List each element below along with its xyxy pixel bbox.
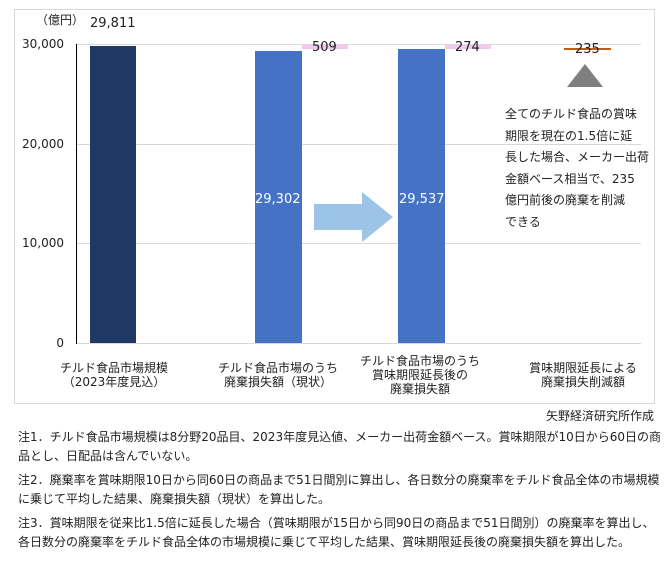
bar-market-size-value: 29,811 bbox=[90, 16, 136, 31]
y-tick-20000: 20,000 bbox=[22, 137, 64, 151]
y-axis-line bbox=[76, 44, 77, 344]
current-loss-marker bbox=[302, 45, 348, 49]
callout-line: 長した場合、メーカー出荷 bbox=[505, 150, 650, 164]
callout-line: できる bbox=[505, 214, 541, 229]
category-line: チルド食品市場のうち bbox=[217, 361, 338, 375]
callout-line: 億円前後の廃棄を削減 bbox=[505, 193, 626, 207]
extended-loss-marker bbox=[445, 45, 491, 49]
y-tick-10000: 10,000 bbox=[22, 236, 64, 250]
bar-extended-loss-inner-value: 29,537 bbox=[399, 192, 445, 207]
footnote-1: 注1．チルド食品市場規模は8分野20品目、2023年度見込値、メーカー出荷金額ベ… bbox=[18, 430, 662, 463]
category-line: チルド食品市場規模 bbox=[59, 361, 168, 375]
arrow-right-icon bbox=[314, 192, 393, 242]
footnote-3: 注3．賞味期限を従来比1.5倍に延長した場合（賞味期限が15日から同90日の商品… bbox=[18, 516, 655, 549]
reduction-marker-line bbox=[564, 48, 611, 50]
category-line: 賞味期限延長後の bbox=[371, 368, 468, 382]
category-line: （2023年度見込） bbox=[62, 375, 166, 389]
callout-line: 期限を現在の1.5倍に延 bbox=[505, 128, 633, 143]
callout-line: 全てのチルド食品の賞味 bbox=[505, 107, 638, 121]
footnotes: 注1．チルド食品市場規模は8分野20品目、2023年度見込値、メーカー出荷金額ベ… bbox=[18, 428, 663, 557]
category-label-reduction: 賞味期限延長による 廃棄損失削減額 bbox=[508, 361, 658, 389]
bar-extended-loss bbox=[398, 49, 445, 343]
callout-line: 金額ベース相当で、235 bbox=[505, 171, 635, 186]
category-line: 廃棄損失削減額 bbox=[540, 375, 625, 389]
gridline-20000 bbox=[76, 144, 641, 145]
chart-frame bbox=[14, 9, 655, 404]
category-label-market-size: チルド食品市場規模 （2023年度見込） bbox=[36, 361, 192, 389]
x-axis-baseline bbox=[76, 343, 641, 344]
y-axis-unit-label: （億円） bbox=[36, 13, 85, 27]
bar-market-size bbox=[90, 46, 136, 343]
category-label-extended-loss: チルド食品市場のうち 賞味期限延長後の 廃棄損失額 bbox=[342, 354, 498, 396]
gridline-10000 bbox=[76, 243, 641, 244]
y-tick-30000: 30,000 bbox=[22, 37, 64, 51]
source-credit: 矢野経済研究所作成 bbox=[545, 409, 654, 423]
category-line: 廃棄損失額（現状） bbox=[223, 375, 332, 389]
category-line: チルド食品市場のうち bbox=[359, 354, 480, 368]
triangle-up-icon bbox=[567, 64, 603, 87]
gridline-30000 bbox=[76, 44, 641, 45]
category-label-current-loss: チルド食品市場のうち 廃棄損失額（現状） bbox=[200, 361, 356, 389]
bar-current-loss bbox=[255, 51, 302, 343]
y-tick-0: 0 bbox=[56, 336, 64, 350]
footnote-2: 注2．廃棄率を賞味期限10日から同60日の商品まで51日間別に算出し、各日数分の… bbox=[18, 473, 660, 506]
reduction-value: 235 bbox=[575, 42, 600, 57]
category-line: 廃棄損失額 bbox=[389, 382, 450, 396]
extended-loss-value: 274 bbox=[455, 40, 480, 55]
bar-current-loss-inner-value: 29,302 bbox=[255, 192, 301, 207]
category-line: 賞味期限延長による bbox=[529, 361, 637, 375]
callout-annotation: 全てのチルド食品の賞味 期限を現在の1.5倍に延 長した場合、メーカー出荷 金額… bbox=[505, 104, 655, 233]
current-loss-value: 509 bbox=[312, 40, 337, 55]
